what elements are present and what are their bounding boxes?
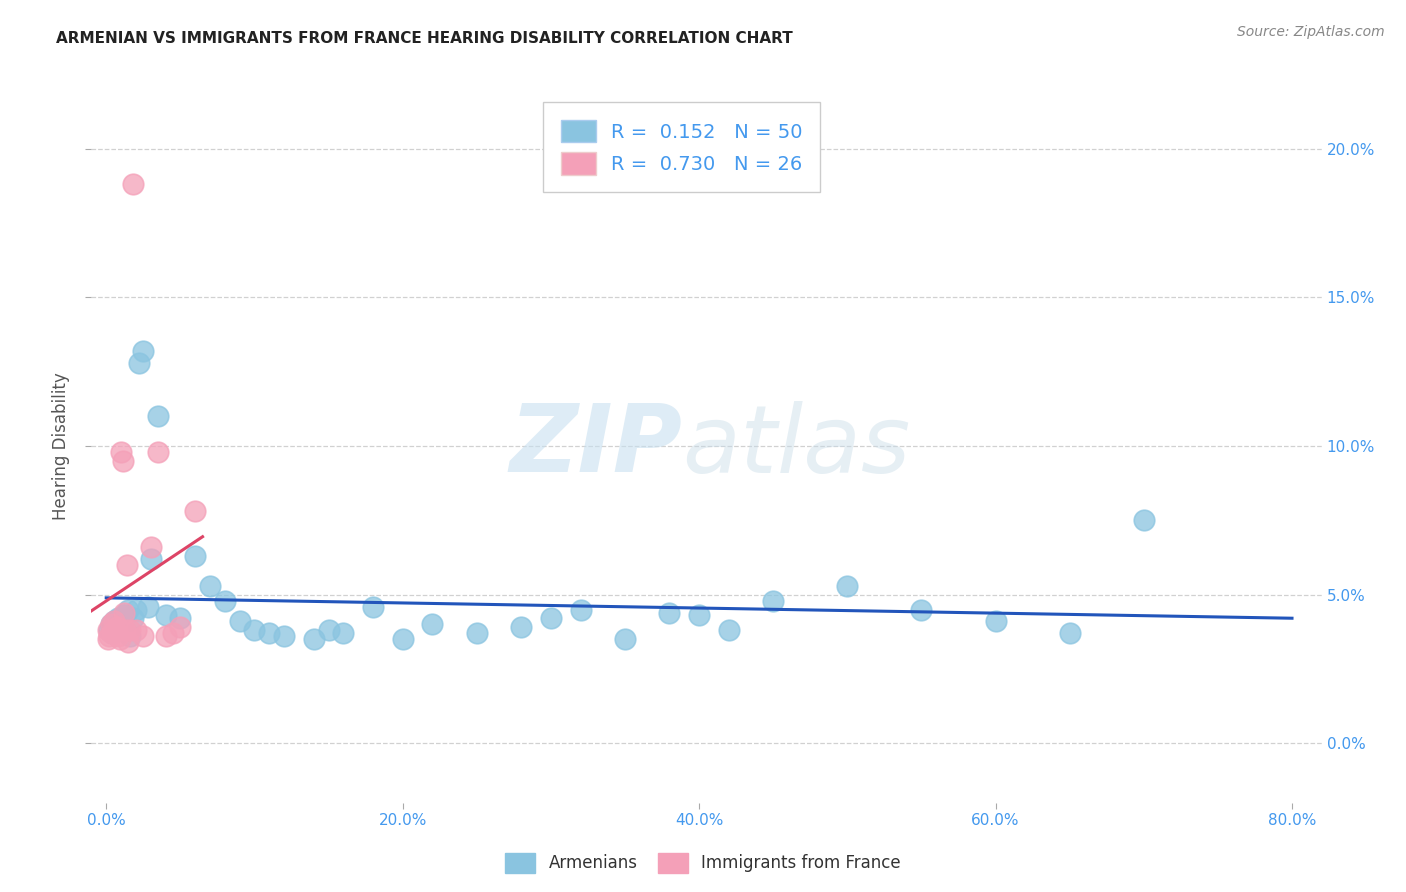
Text: Source: ZipAtlas.com: Source: ZipAtlas.com xyxy=(1237,25,1385,39)
Text: ZIP: ZIP xyxy=(509,400,682,492)
Point xyxy=(146,409,169,424)
Point xyxy=(318,624,340,638)
Point xyxy=(98,629,121,643)
Point xyxy=(114,624,136,638)
Point xyxy=(111,620,134,634)
Legend: Armenians, Immigrants from France: Armenians, Immigrants from France xyxy=(499,847,907,880)
Point xyxy=(139,540,162,554)
Point xyxy=(465,626,488,640)
Point xyxy=(420,617,443,632)
Point xyxy=(122,611,145,625)
Point xyxy=(155,629,177,643)
Point xyxy=(569,602,592,616)
Point xyxy=(162,626,184,640)
Point xyxy=(132,343,155,358)
Point xyxy=(136,599,159,614)
Point xyxy=(114,624,136,638)
Point xyxy=(117,602,139,616)
Point xyxy=(614,632,637,647)
Point xyxy=(128,356,150,370)
Point xyxy=(108,617,131,632)
Point xyxy=(361,599,384,614)
Point xyxy=(112,606,135,620)
Point xyxy=(984,615,1007,629)
Point xyxy=(107,629,129,643)
Point xyxy=(125,624,148,638)
Y-axis label: Hearing Disability: Hearing Disability xyxy=(52,372,70,520)
Point xyxy=(837,579,859,593)
Point xyxy=(910,602,932,616)
Point xyxy=(273,629,295,643)
Point xyxy=(1132,513,1154,527)
Point xyxy=(391,632,413,647)
Point xyxy=(117,635,139,649)
Point xyxy=(198,579,221,593)
Point xyxy=(101,626,124,640)
Point xyxy=(101,626,124,640)
Point xyxy=(510,620,533,634)
Point xyxy=(103,615,125,629)
Point xyxy=(103,615,125,629)
Point xyxy=(139,552,162,566)
Point xyxy=(146,445,169,459)
Point xyxy=(184,504,207,518)
Point xyxy=(98,624,121,638)
Point xyxy=(1059,626,1081,640)
Legend: R =  0.152   N = 50, R =  0.730   N = 26: R = 0.152 N = 50, R = 0.730 N = 26 xyxy=(543,103,821,192)
Point xyxy=(717,624,740,638)
Point xyxy=(112,608,135,623)
Point xyxy=(169,620,191,634)
Point xyxy=(110,445,132,459)
Point xyxy=(107,611,129,625)
Point xyxy=(118,624,141,638)
Point xyxy=(125,602,148,616)
Point xyxy=(540,611,562,625)
Point xyxy=(169,611,191,625)
Point xyxy=(302,632,325,647)
Point xyxy=(97,632,120,647)
Point xyxy=(228,615,250,629)
Point xyxy=(155,608,177,623)
Point xyxy=(762,593,785,607)
Point xyxy=(105,620,128,634)
Point xyxy=(688,608,710,623)
Point xyxy=(243,624,266,638)
Point xyxy=(332,626,354,640)
Point xyxy=(97,624,120,638)
Point xyxy=(110,615,132,629)
Text: atlas: atlas xyxy=(682,401,910,491)
Text: ARMENIAN VS IMMIGRANTS FROM FRANCE HEARING DISABILITY CORRELATION CHART: ARMENIAN VS IMMIGRANTS FROM FRANCE HEARI… xyxy=(56,31,793,46)
Point xyxy=(259,626,281,640)
Point xyxy=(100,617,122,632)
Point xyxy=(184,549,207,563)
Point xyxy=(108,632,131,647)
Point xyxy=(122,178,145,192)
Point xyxy=(111,454,134,468)
Point xyxy=(132,629,155,643)
Point xyxy=(105,624,128,638)
Point xyxy=(214,593,236,607)
Point xyxy=(115,558,138,572)
Point xyxy=(118,629,141,643)
Point xyxy=(100,617,122,632)
Point xyxy=(104,624,127,638)
Point xyxy=(658,606,681,620)
Point xyxy=(104,620,127,634)
